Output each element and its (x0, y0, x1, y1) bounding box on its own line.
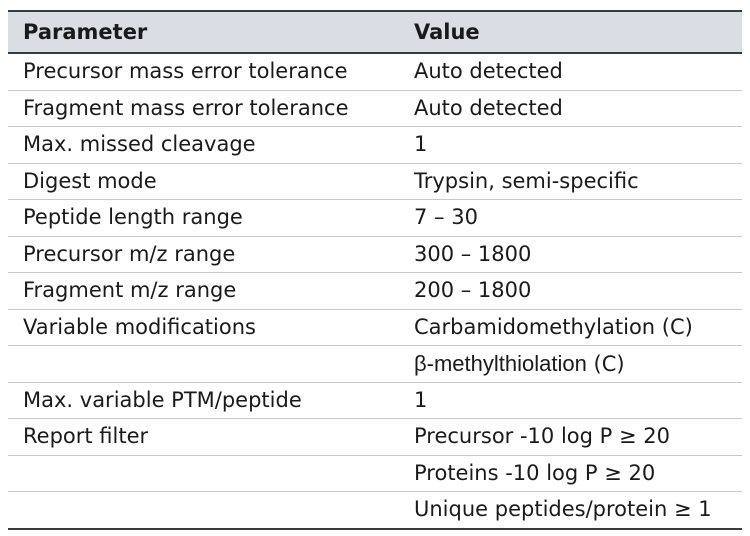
parameter-cell: Precursor mass error tolerance (8, 53, 400, 91)
value-cell: Auto detected (400, 53, 742, 91)
value-cell: Auto detected (400, 90, 742, 127)
value-cell: Carbamidomethylation (C) (400, 309, 742, 346)
table-row: Fragment m/z range 200 – 1800 (8, 272, 742, 310)
value-cell-suffix: (C) (586, 351, 625, 376)
table-row: Proteins -10 log P ≥ 20 (8, 455, 742, 492)
parameter-cell (8, 491, 400, 530)
parameter-cell (8, 455, 400, 492)
table-row: Precursor m/z range 300 – 1800 (8, 236, 742, 273)
table-row: Variable modifications Carbamidomethylat… (8, 309, 742, 346)
value-cell: 200 – 1800 (400, 272, 742, 310)
table-row: Digest mode Trypsin, semi-specific (8, 163, 742, 200)
table-row: β-methylthiolation (C) (8, 345, 742, 383)
table-row: Peptide length range 7 – 30 (8, 199, 742, 237)
parameters-table: Parameter Value Precursor mass error tol… (8, 10, 742, 530)
value-cell: β-methylthiolation (C) (400, 345, 742, 383)
value-cell: 7 – 30 (400, 199, 742, 237)
table-row: Max. variable PTM/peptide 1 (8, 382, 742, 419)
parameter-cell: Fragment m/z range (8, 272, 400, 310)
table-body: Precursor mass error tolerance Auto dete… (8, 53, 742, 530)
parameter-cell: Peptide length range (8, 199, 400, 237)
parameter-column-header: Parameter (8, 10, 400, 54)
value-cell: 1 (400, 382, 742, 419)
parameter-cell: Max. variable PTM/peptide (8, 382, 400, 419)
value-cell-main: β-methylthiolation (414, 350, 587, 376)
value-cell: Unique peptides/protein ≥ 1 (400, 491, 742, 530)
parameter-cell: Report filter (8, 418, 400, 456)
table-header: Parameter Value (8, 10, 742, 54)
parameter-cell: Variable modifications (8, 309, 400, 346)
table-row: Max. missed cleavage 1 (8, 126, 742, 164)
header-row: Parameter Value (8, 10, 742, 54)
value-cell: 300 – 1800 (400, 236, 742, 273)
value-cell: 1 (400, 126, 742, 164)
value-cell: Trypsin, semi-specific (400, 163, 742, 200)
value-column-header: Value (400, 10, 742, 54)
table-row: Fragment mass error tolerance Auto detec… (8, 90, 742, 127)
table-row: Precursor mass error tolerance Auto dete… (8, 53, 742, 91)
value-cell: Precursor -10 log P ≥ 20 (400, 418, 742, 456)
parameter-cell: Max. missed cleavage (8, 126, 400, 164)
parameter-cell: Precursor m/z range (8, 236, 400, 273)
parameter-cell: Digest mode (8, 163, 400, 200)
parameter-cell: Fragment mass error tolerance (8, 90, 400, 127)
value-cell: Proteins -10 log P ≥ 20 (400, 455, 742, 492)
table-row: Unique peptides/protein ≥ 1 (8, 491, 742, 530)
parameter-cell (8, 345, 400, 383)
table-row: Report filter Precursor -10 log P ≥ 20 (8, 418, 742, 456)
